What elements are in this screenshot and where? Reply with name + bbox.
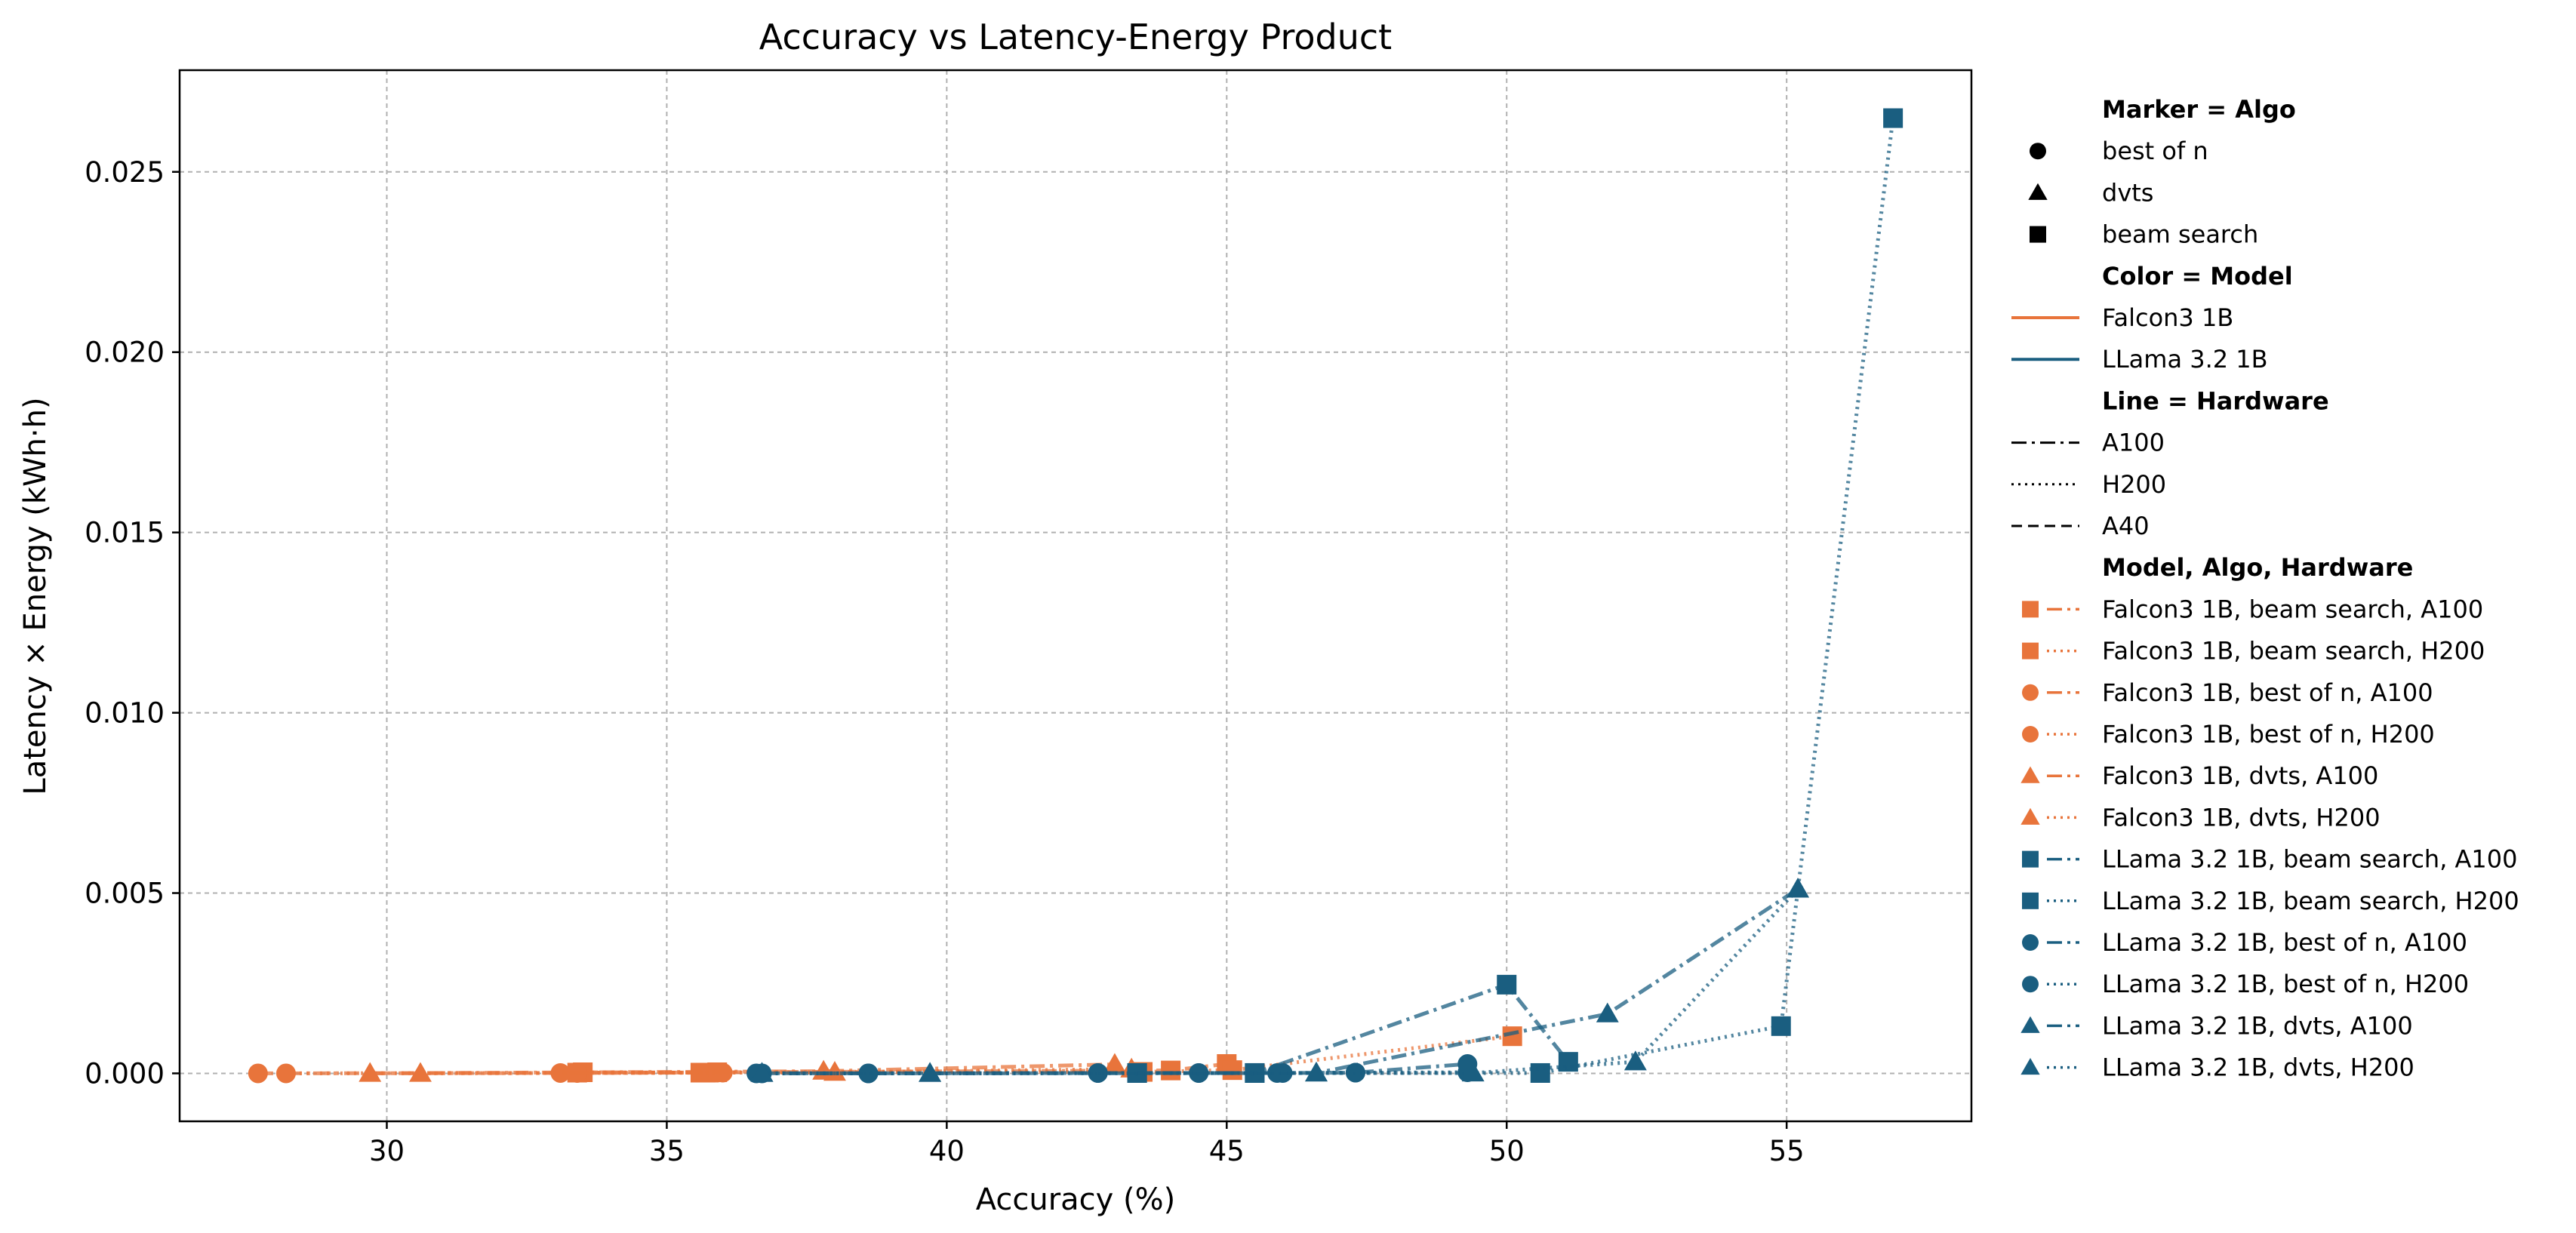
data-point [550,1062,571,1083]
data-point [1771,1016,1791,1036]
data-point [1558,1052,1578,1072]
data-point [1345,1062,1365,1083]
legend-marker [2030,226,2046,243]
legend-label: Falcon3 1B, dvts, H200 [2102,803,2381,832]
legend-heading: Marker = Algo [2102,95,2296,124]
legend-marker [2022,684,2039,701]
x-axis: 30 35 40 45 50 55 [369,1121,1805,1167]
legend-label: LLama 3.2 1B [2102,345,2268,374]
data-point [359,1062,382,1082]
legend-marker [2022,934,2039,951]
legend-label: best of n [2102,137,2208,165]
legend-marker [2020,807,2040,825]
series-group [750,878,1809,1082]
legend-heading: Model, Algo, Hardware [2102,553,2413,582]
plot-frame [178,69,1973,1123]
legend-label: H200 [2102,470,2166,499]
legend-label: A100 [2102,429,2165,457]
data-point [1497,974,1517,995]
series-group [750,878,1809,1082]
legend-label: LLama 3.2 1B, best of n, A100 [2102,928,2467,957]
y-tick-label: 0.000 [85,1057,165,1090]
data-point [409,1062,432,1082]
y-axis: 0.000 0.005 0.010 0.015 0.020 0.025 [85,156,180,1090]
data-point [1530,1062,1550,1083]
data-point [1222,1060,1242,1081]
series-line [370,1062,1115,1075]
data-point [1305,1062,1328,1082]
legend-marker [2020,1016,2040,1033]
data-point [248,1063,268,1084]
y-axis-label: Latency × Energy (kWh·h) [18,397,53,795]
legend-label: Falcon3 1B, best of n, A100 [2102,678,2433,707]
series-group [359,1053,1126,1082]
legend-label: dvts [2102,178,2153,207]
legend-label: Falcon3 1B [2102,303,2233,332]
y-tick-label: 0.005 [85,878,165,910]
legend-marker [2022,601,2039,618]
legend: Marker = Algo best of n dvts beam search Col… [2011,95,2519,1082]
legend-label: A40 [2102,512,2150,540]
legend-label: beam search [2102,220,2258,249]
data-point [1596,1002,1619,1022]
legend-heading: Line = Hardware [2102,386,2329,415]
data-point [823,1061,846,1081]
legend-label: LLama 3.2 1B, dvts, H200 [2102,1053,2414,1082]
x-tick-label: 35 [649,1135,685,1167]
legend-marker [2022,726,2039,743]
x-tick-label: 55 [1769,1135,1805,1167]
legend-marker [2020,1057,2040,1075]
legend-marker [2030,143,2046,160]
data-point [1461,1062,1485,1082]
data-point [1623,1050,1647,1071]
legend-label: Falcon3 1B, dvts, A100 [2102,761,2378,790]
legend-marker [2022,642,2039,660]
x-tick-label: 40 [929,1135,965,1167]
y-tick-label: 0.010 [85,697,165,730]
data-point [919,1062,942,1082]
y-tick-label: 0.020 [85,337,165,369]
x-tick-label: 30 [369,1135,405,1167]
series-line [762,887,1799,1075]
grid [180,70,1971,1121]
legend-marker [2022,892,2039,909]
data-point [1787,878,1809,898]
legend-label: Falcon3 1B, best of n, H200 [2102,720,2435,749]
data-point [1883,108,1904,128]
legend-label: Falcon3 1B, beam search, H200 [2102,637,2485,666]
data-point [275,1063,296,1084]
legend-marker [2022,850,2039,868]
legend-label: LLama 3.2 1B, dvts, A100 [2102,1011,2413,1040]
legend-marker [2022,976,2039,993]
x-tick-label: 45 [1209,1135,1245,1167]
y-tick-label: 0.015 [85,517,165,549]
legend-label: LLama 3.2 1B, best of n, H200 [2102,970,2469,998]
series-layer [248,108,1904,1084]
data-point [858,1063,879,1084]
data-point [1161,1060,1181,1081]
y-tick-label: 0.025 [85,156,165,189]
legend-marker [2028,183,2048,200]
legend-heading: Color = Model [2102,262,2293,291]
chart-title: Accuracy vs Latency-Energy Product [759,17,1392,57]
legend-marker [2020,766,2040,783]
x-tick-label: 50 [1489,1135,1525,1167]
x-axis-label: Accuracy (%) [976,1182,1176,1217]
series-line [762,887,1799,1075]
data-point [750,1062,774,1082]
legend-label: LLama 3.2 1B, beam search, A100 [2102,845,2518,874]
series-line [1137,118,1895,1075]
legend-label: LLama 3.2 1B, beam search, H200 [2102,887,2519,915]
legend-label: Falcon3 1B, beam search, A100 [2102,595,2483,623]
